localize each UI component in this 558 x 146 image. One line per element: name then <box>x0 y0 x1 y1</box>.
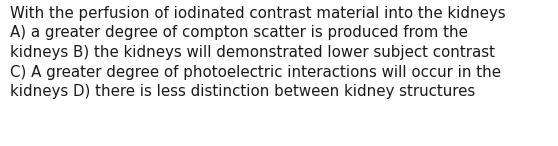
Text: With the perfusion of iodinated contrast material into the kidneys
A) a greater : With the perfusion of iodinated contrast… <box>10 6 506 99</box>
